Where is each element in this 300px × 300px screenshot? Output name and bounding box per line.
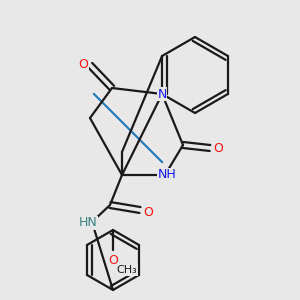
Text: NH: NH <box>158 169 176 182</box>
Text: O: O <box>78 58 88 70</box>
Text: O: O <box>213 142 223 154</box>
Text: N: N <box>158 88 167 100</box>
Text: HN: HN <box>79 217 98 230</box>
Text: O: O <box>143 206 153 218</box>
Text: O: O <box>108 254 118 266</box>
Text: CH₃: CH₃ <box>117 265 137 275</box>
